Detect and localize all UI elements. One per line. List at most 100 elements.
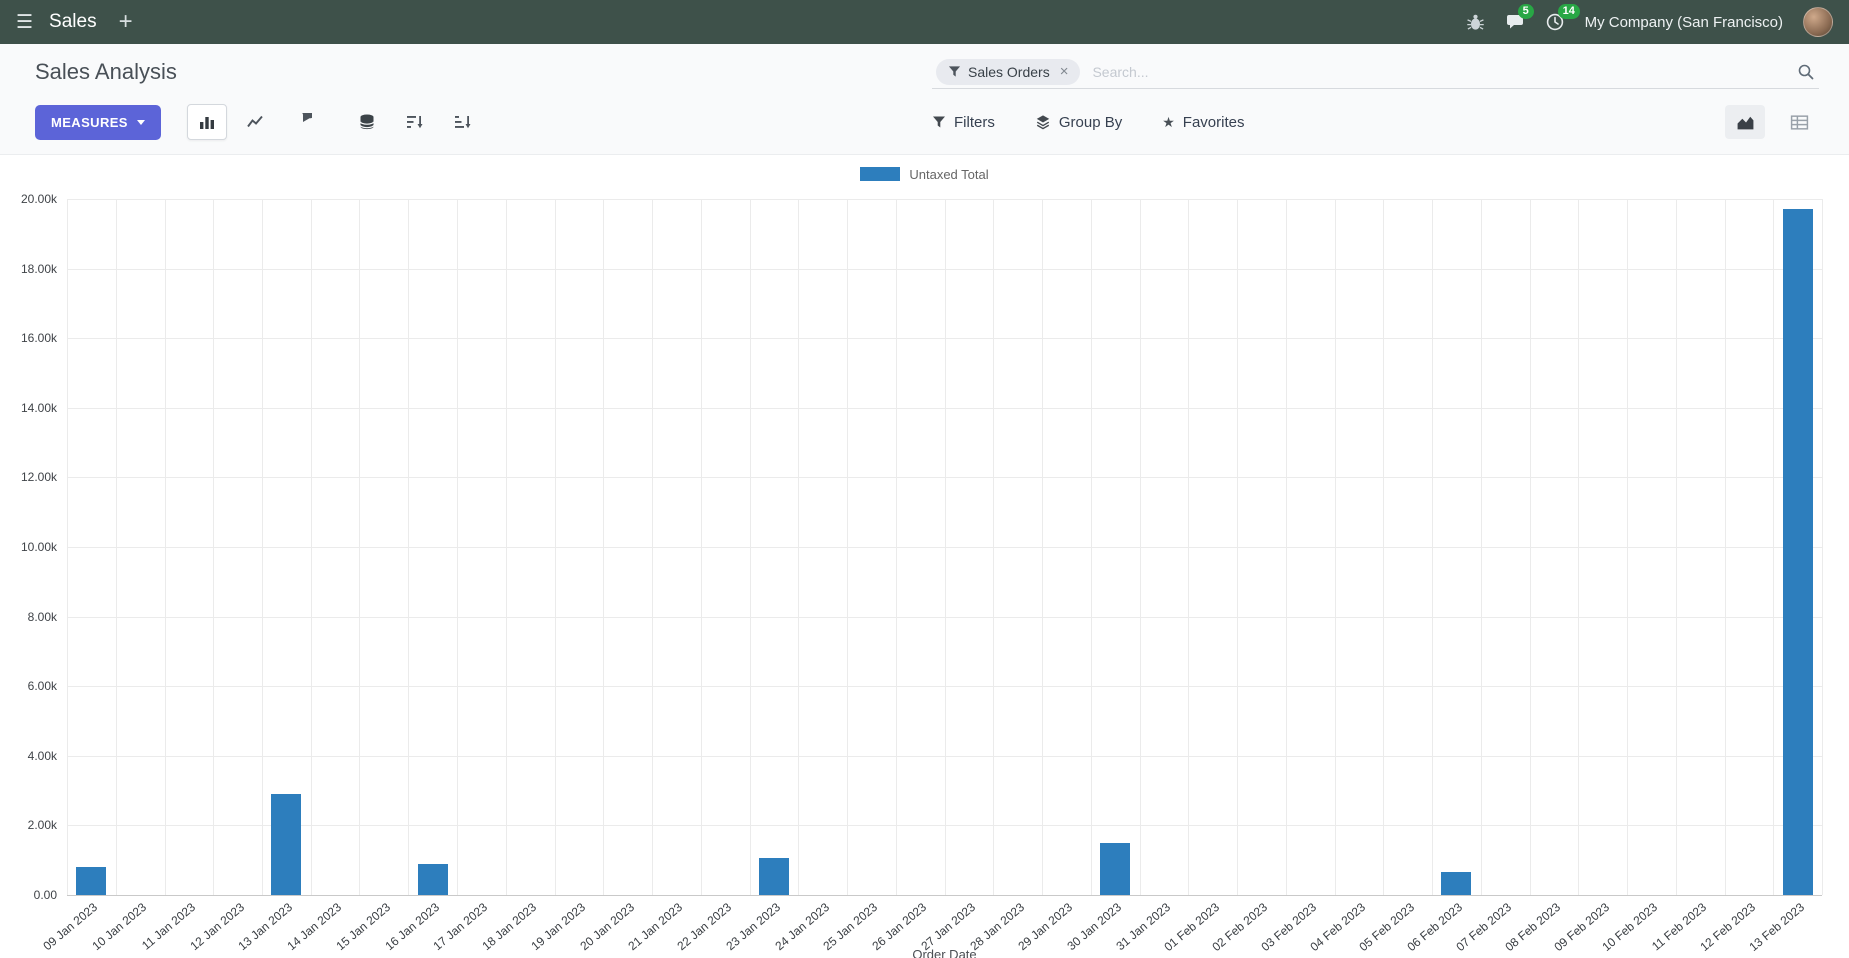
- stacked-toggle-button[interactable]: [351, 104, 383, 140]
- navbar-left: ☰ Sales +: [16, 10, 133, 34]
- chevron-down-icon: [136, 119, 145, 125]
- y-tick-label: 14.00k: [20, 400, 57, 415]
- x-gridline: [944, 199, 946, 895]
- measures-button[interactable]: MEASURES: [35, 104, 161, 140]
- pivot-view-button[interactable]: [1779, 105, 1819, 139]
- y-tick-label: 16.00k: [20, 331, 57, 346]
- bar-13-jan-2023[interactable]: [271, 794, 302, 895]
- x-gridline: [1334, 199, 1336, 895]
- x-axis-title: Order Date: [912, 947, 977, 958]
- messages-button[interactable]: 5: [1505, 4, 1534, 32]
- bar-16-jan-2023[interactable]: [417, 863, 448, 895]
- bar-09-jan-2023[interactable]: [76, 867, 107, 895]
- filter-funnel-icon: [948, 66, 961, 77]
- page-title: Sales Analysis: [35, 59, 177, 84]
- clock-icon: [1546, 13, 1563, 31]
- x-gridline: [1188, 199, 1190, 895]
- sort-ascending-icon: [454, 116, 471, 129]
- pivot-table-icon: [1790, 114, 1808, 130]
- search-bar[interactable]: Sales Orders ×: [932, 55, 1819, 89]
- top-navbar: ☰ Sales + 5 14: [0, 0, 1849, 44]
- y-tick-label: 2.00k: [27, 818, 57, 833]
- graph-view-button[interactable]: [1725, 105, 1765, 139]
- bar-chart-icon: [199, 117, 214, 129]
- activities-button[interactable]: 14: [1545, 4, 1580, 32]
- layers-icon: [1036, 115, 1050, 130]
- x-gridline: [749, 199, 751, 895]
- hamburger-menu-icon[interactable]: ☰: [16, 11, 34, 33]
- bar-30-jan-2023[interactable]: [1100, 842, 1131, 895]
- line-chart-icon: [247, 115, 263, 128]
- bar-13-feb-2023[interactable]: [1782, 209, 1813, 895]
- control-panel: Sales Analysis Sales Orders × MEASURES: [0, 44, 1849, 155]
- pie-chart-button[interactable]: [283, 104, 323, 140]
- measures-label: MEASURES: [51, 114, 128, 130]
- plus-button[interactable]: +: [118, 8, 133, 35]
- navbar-right: 5 14 My Company (San Francisco): [1466, 4, 1833, 37]
- bar-23-jan-2023[interactable]: [758, 858, 789, 895]
- chart-section: Untaxed Total 0.00 2.00k 4.00k 6.00k 8.00k 10…: [0, 155, 1849, 958]
- x-gridline: [847, 199, 848, 895]
- x-gridline: [213, 199, 215, 895]
- chart-type-switcher: [186, 104, 323, 140]
- sort-ascending-button[interactable]: [447, 104, 479, 140]
- chart-legend: Untaxed Total: [0, 163, 1849, 185]
- x-gridline: [1236, 199, 1238, 895]
- app-menu-sales[interactable]: Sales: [49, 11, 97, 32]
- x-gridline: [1383, 199, 1385, 895]
- x-gridline: [1724, 199, 1726, 895]
- facet-label: Sales Orders: [968, 63, 1050, 80]
- group-by-button[interactable]: Group By: [1035, 114, 1122, 131]
- y-tick-label: 10.00k: [20, 540, 57, 554]
- company-switcher[interactable]: My Company (San Francisco): [1584, 13, 1783, 31]
- y-tick-label: 4.00k: [27, 748, 57, 763]
- control-panel-row-top: Sales Analysis Sales Orders ×: [35, 52, 1819, 92]
- search-facet-sales-orders[interactable]: Sales Orders ×: [936, 58, 1081, 85]
- view-switcher: [1725, 105, 1819, 139]
- x-gridline: [262, 199, 263, 895]
- favorites-button[interactable]: ★ Favorites: [1162, 114, 1244, 131]
- favorites-label: Favorites: [1182, 113, 1245, 131]
- debug-button[interactable]: [1466, 13, 1485, 32]
- x-gridline: [993, 199, 995, 895]
- y-tick-label: 18.00k: [20, 261, 57, 276]
- x-gridline: [115, 199, 117, 895]
- x-gridline: [1529, 199, 1531, 895]
- facet-remove-icon[interactable]: ×: [1059, 63, 1069, 80]
- x-gridline: [798, 199, 800, 895]
- x-gridline: [1627, 199, 1628, 895]
- y-tick-label: 6.00k: [27, 679, 57, 694]
- x-gridline: [700, 199, 702, 895]
- x-gridline: [1432, 199, 1433, 895]
- activities-count-badge: 14: [1557, 4, 1580, 19]
- y-tick-label: 20.00k: [20, 192, 57, 206]
- bar-06-feb-2023[interactable]: [1441, 872, 1472, 895]
- bar-chart-button[interactable]: [186, 104, 227, 140]
- chat-bubble-icon: [1506, 15, 1523, 29]
- x-gridline: [310, 199, 312, 895]
- y-tick-label: 0.00: [33, 888, 57, 902]
- search-button[interactable]: [1797, 63, 1815, 81]
- x-gridline: [505, 199, 507, 895]
- x-gridline: [1578, 199, 1580, 895]
- x-gridline: [67, 199, 68, 895]
- user-avatar[interactable]: [1803, 7, 1833, 37]
- pie-chart-icon: [302, 113, 312, 122]
- legend-swatch[interactable]: [860, 167, 901, 181]
- filters-label: Filters: [954, 113, 995, 131]
- filter-funnel-icon: [933, 116, 945, 128]
- x-gridline: [1773, 199, 1775, 895]
- y-tick-label: 8.00k: [27, 609, 57, 624]
- y-gridline: [67, 895, 1822, 896]
- y-tick-label: 12.00k: [20, 470, 57, 485]
- x-gridline: [1139, 199, 1141, 895]
- x-gridline: [1090, 199, 1092, 895]
- legend-label[interactable]: Untaxed Total: [909, 166, 989, 182]
- x-gridline: [895, 199, 897, 895]
- x-gridline: [457, 199, 458, 895]
- search-input[interactable]: [1092, 63, 1797, 80]
- group-by-label: Group By: [1058, 113, 1123, 131]
- sort-descending-button[interactable]: [399, 104, 431, 140]
- line-chart-button[interactable]: [235, 104, 275, 140]
- filters-button[interactable]: Filters: [932, 114, 995, 131]
